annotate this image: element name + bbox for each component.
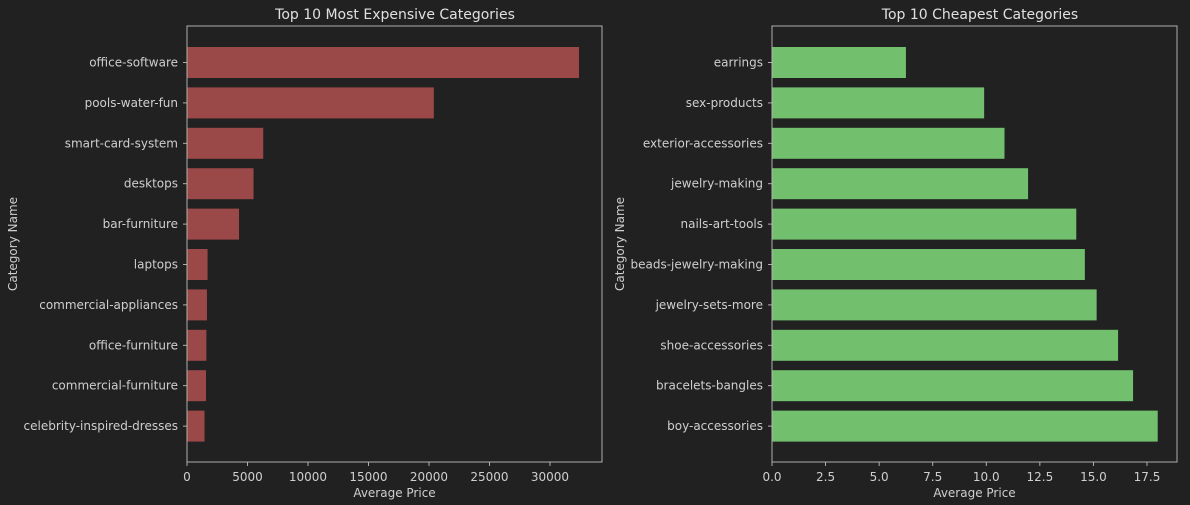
bar-nails-art-tools: [772, 208, 1077, 240]
x-tick-label: 30000: [531, 470, 569, 484]
x-axis-label: Average Price: [933, 486, 1015, 500]
y-tick-label: office-furniture: [89, 338, 178, 352]
bar-commercial-furniture: [187, 370, 206, 402]
y-tick-label: earrings: [714, 56, 763, 70]
x-tick-label: 2.5: [816, 470, 835, 484]
y-tick-label: beads-jewelry-making: [630, 258, 763, 272]
bar-smart-card-system: [187, 127, 264, 159]
y-tick-label: office-software: [89, 56, 178, 70]
bar-pools-water-fun: [187, 87, 434, 119]
bar-desktops: [187, 168, 254, 200]
y-tick-label: boy-accessories: [667, 419, 763, 433]
y-tick-label: bracelets-bangles: [656, 379, 763, 393]
plot-frame: [771, 25, 1178, 463]
bar-exterior-accessories: [772, 127, 1005, 159]
y-tick-label: nails-art-tools: [680, 217, 763, 231]
x-tick-label: 5.0: [870, 470, 889, 484]
y-tick-label: bar-furniture: [103, 217, 178, 231]
y-tick-label: pools-water-fun: [85, 96, 178, 110]
x-tick-label: 10000: [289, 470, 327, 484]
x-axis-label: Average Price: [353, 486, 435, 500]
bar-office-furniture: [187, 329, 207, 361]
bar-bracelets-bangles: [772, 370, 1134, 402]
chart-title: Top 10 Most Expensive Categories: [274, 7, 515, 23]
y-tick-label: jewelry-sets-more: [655, 298, 763, 312]
y-axis-label: Category Name: [613, 197, 627, 291]
y-tick-label: exterior-accessories: [643, 136, 763, 150]
bar-jewelry-sets-more: [772, 289, 1097, 321]
x-tick-label: 17.5: [1134, 470, 1161, 484]
x-tick-label: 20000: [410, 470, 448, 484]
bar-jewelry-making: [772, 168, 1029, 200]
y-tick-label: desktops: [124, 177, 178, 191]
bar-commercial-appliances: [187, 289, 207, 321]
chart-title: Top 10 Cheapest Categories: [881, 7, 1078, 23]
x-tick-label: 15000: [349, 470, 387, 484]
bar-sex-products: [772, 87, 985, 119]
x-tick-label: 7.5: [923, 470, 942, 484]
bar-celebrity-inspired-dresses: [187, 410, 205, 442]
x-tick-label: 0: [183, 470, 191, 484]
y-tick-label: sex-products: [686, 96, 763, 110]
x-tick-label: 10.0: [973, 470, 1000, 484]
bar-beads-jewelry-making: [772, 249, 1085, 280]
bar-earrings: [772, 47, 906, 78]
bar-bar-furniture: [187, 208, 240, 240]
expensive-categories-chart: office-software pools-water-fun smart-card…: [6, 7, 603, 500]
y-tick-label: laptops: [134, 258, 178, 272]
bar-office-software: [187, 47, 580, 78]
y-tick-label: celebrity-inspired-dresses: [24, 419, 178, 433]
x-tick-label: 12.5: [1026, 470, 1053, 484]
y-tick-label: smart-card-system: [65, 136, 178, 150]
plot-frame: [186, 25, 603, 463]
y-axis-label: Category Name: [6, 197, 20, 291]
x-tick-label: 0.0: [762, 470, 781, 484]
y-tick-label: jewelry-making: [670, 177, 763, 191]
cheapest-categories-chart: earrings sex-products exterior-accessories…: [613, 7, 1178, 500]
y-tick-label: commercial-appliances: [39, 298, 178, 312]
bar-laptops: [187, 249, 208, 280]
bar-boy-accessories: [772, 410, 1158, 442]
y-tick-label: shoe-accessories: [660, 338, 763, 352]
y-tick-label: commercial-furniture: [52, 379, 178, 393]
x-tick-label: 5000: [232, 470, 263, 484]
x-tick-label: 25000: [470, 470, 508, 484]
bar-shoe-accessories: [772, 329, 1119, 361]
x-tick-label: 15.0: [1080, 470, 1107, 484]
